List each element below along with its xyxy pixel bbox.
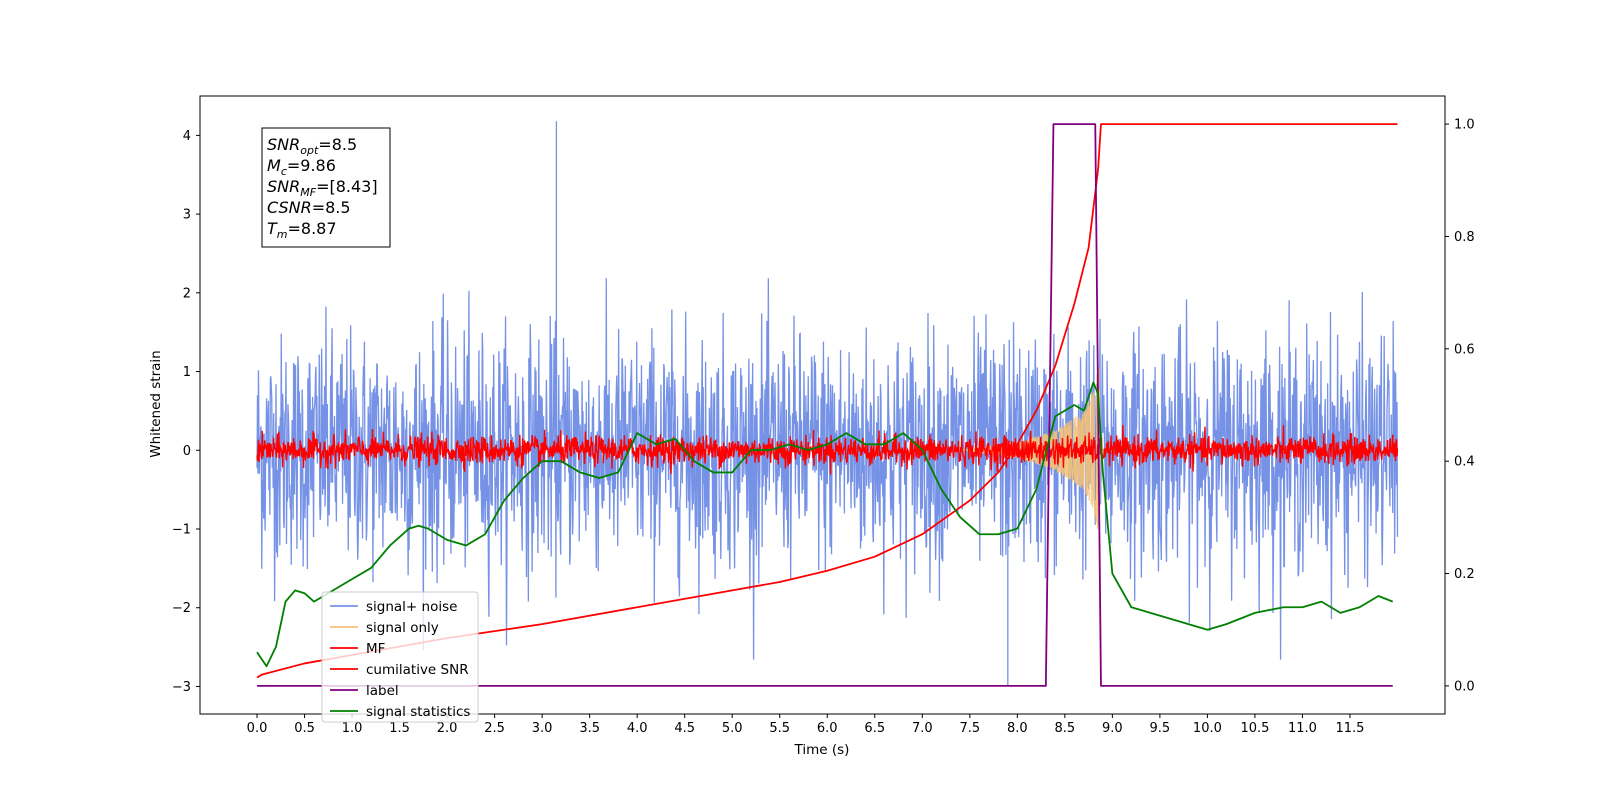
x-tick-label: 10.5 (1240, 721, 1269, 736)
axis-ticks: 0.0 0.5 1.0 1.5 2.0 2.5 3.0 3.5 4.0 4.5 5.0 5.5 6.0 6… (172, 118, 1475, 736)
legend-label: signal statistics (366, 704, 470, 720)
x-tick-label: 9.0 (1102, 721, 1123, 736)
x-tick-label: 0.5 (294, 721, 315, 736)
annotation-lines: SNRopt=8.5Mc=9.86SNRMF=[8.43]CSNR=8.5Tm=… (267, 135, 378, 241)
y-axis-label: Whitened strain (148, 350, 164, 457)
x-tick-label: 1.5 (389, 721, 410, 736)
legend-label: signal only (366, 620, 439, 636)
legend-items: signal+ noise signal only MF cumilative SNR… (330, 599, 470, 720)
x-tick-label: 3.5 (579, 721, 600, 736)
x-tick-label: 10.0 (1193, 721, 1222, 736)
y-tick-label: −1 (172, 522, 191, 537)
series-signal-noise (256, 278, 1399, 660)
y-tick-label: −3 (172, 680, 191, 695)
annotation-symbol: SNR (267, 177, 300, 196)
annotation-subscript: c (281, 165, 287, 178)
x-tick-label: 8.0 (1007, 721, 1028, 736)
x-tick-label: 4.0 (627, 721, 648, 736)
x-tick-label: 8.5 (1055, 721, 1076, 736)
x-tick-label: 9.5 (1150, 721, 1171, 736)
y2-tick-label: 0.8 (1454, 230, 1475, 245)
series-label (257, 123, 1393, 687)
x-tick-label: 1.0 (342, 721, 363, 736)
x-tick-label: 7.0 (912, 721, 933, 736)
legend-label: label (366, 683, 399, 699)
annotation-symbol: SNR (267, 135, 300, 154)
annotation-subscript: m (277, 228, 288, 241)
annotation-value: =8.5 (312, 198, 351, 217)
annotation-symbol: M (267, 156, 281, 175)
annotation-symbol: CSNR (267, 198, 312, 217)
series-mf (256, 425, 1399, 475)
legend-label: signal+ noise (366, 599, 457, 615)
annotation-line: SNRMF=[8.43] (267, 177, 378, 199)
x-tick-label: 3.0 (532, 721, 553, 736)
annotation-symbol: T (267, 219, 278, 238)
y2-tick-label: 0.2 (1454, 567, 1475, 582)
x-axis-label: Time (s) (794, 742, 850, 758)
y2-tick-label: 0.6 (1454, 342, 1475, 357)
x-tick-label: 2.0 (437, 721, 458, 736)
annotation-line: CSNR=8.5 (267, 198, 351, 217)
plot-area (256, 121, 1399, 687)
annotation-subscript: MF (300, 186, 316, 199)
annotation-value: =8.87 (288, 219, 337, 238)
series-signal-statistics (256, 381, 1394, 668)
annotation-frame (261, 127, 391, 248)
annotation-line: SNRopt=8.5 (267, 135, 357, 157)
y-tick-label: −2 (172, 601, 191, 616)
y-tick-label: 4 (183, 129, 191, 144)
y-tick-label: 0 (183, 444, 191, 459)
annotation-box: SNRopt=8.5Mc=9.86SNRMF=[8.43]CSNR=8.5Tm=… (261, 127, 391, 248)
annotation-value: =9.86 (287, 156, 336, 175)
y-tick-label: 2 (183, 286, 191, 301)
legend-frame (321, 591, 479, 723)
x-tick-label: 5.5 (769, 721, 790, 736)
x-tick-label: 11.5 (1335, 721, 1364, 736)
y2-tick-label: 1.0 (1454, 118, 1475, 133)
annotation-value: =8.5 (318, 135, 357, 154)
x-tick-label: 6.0 (817, 721, 838, 736)
legend-label: MF (366, 641, 385, 657)
x-tick-label: 11.0 (1288, 721, 1317, 736)
x-tick-label: 4.5 (674, 721, 695, 736)
annotation-subscript: opt (300, 144, 319, 157)
legend: signal+ noise signal only MF cumilative SNR… (321, 591, 479, 723)
y-tick-label: 3 (183, 208, 191, 223)
y2-tick-label: 0.0 (1454, 679, 1475, 694)
annotation-line: Tm=8.87 (267, 219, 337, 241)
axes-frame (199, 95, 1446, 715)
x-tick-label: 0.0 (247, 721, 268, 736)
y2-tick-label: 0.4 (1454, 455, 1475, 470)
x-tick-label: 5.0 (722, 721, 743, 736)
annotation-value: =[8.43] (316, 177, 378, 196)
y-tick-label: 1 (183, 365, 191, 380)
x-tick-label: 6.5 (864, 721, 885, 736)
x-tick-label: 7.5 (959, 721, 980, 736)
x-tick-label: 2.5 (484, 721, 505, 736)
annotation-line: Mc=9.86 (267, 156, 336, 178)
legend-label: cumilative SNR (366, 662, 469, 678)
